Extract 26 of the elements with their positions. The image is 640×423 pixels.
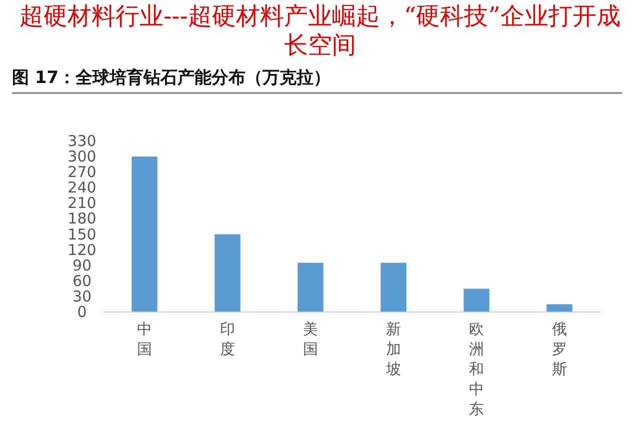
- y-tick-label: 0: [77, 303, 87, 321]
- y-tick-label: 150: [68, 225, 96, 244]
- y-tick-label: 60: [72, 272, 92, 290]
- chart-title: 超硬材料行业---超硬材料产业崛起，“硬科技”企业打开成长空间: [18, 2, 622, 60]
- x-tick-label: 欧洲和中东: [469, 320, 484, 418]
- y-tick-label: 270: [68, 163, 96, 182]
- bar: [214, 234, 240, 312]
- x-tick-label: 印度: [220, 320, 235, 358]
- x-tick-label: 新加坡: [385, 320, 401, 378]
- x-tick-label: 中国: [137, 320, 152, 358]
- bar: [380, 262, 406, 312]
- bar: [298, 262, 324, 312]
- bar: [546, 304, 572, 312]
- y-tick-label: 120: [68, 240, 96, 259]
- bar: [132, 156, 158, 312]
- y-tick-label: 210: [68, 194, 96, 212]
- y-tick-label: 180: [68, 210, 96, 228]
- y-tick-label: 300: [68, 148, 96, 166]
- y-tick-label: 240: [68, 178, 96, 197]
- chart-subtitle: 图 17：全球培育钻石产能分布（万克拉）: [12, 66, 622, 94]
- y-tick-label: 90: [72, 256, 92, 274]
- x-tick-label: 美国: [303, 320, 318, 358]
- x-tick-label: 俄罗斯: [552, 320, 567, 378]
- y-tick-label: 330: [68, 132, 96, 150]
- y-tick-label: 30: [72, 287, 92, 306]
- bar: [464, 288, 490, 312]
